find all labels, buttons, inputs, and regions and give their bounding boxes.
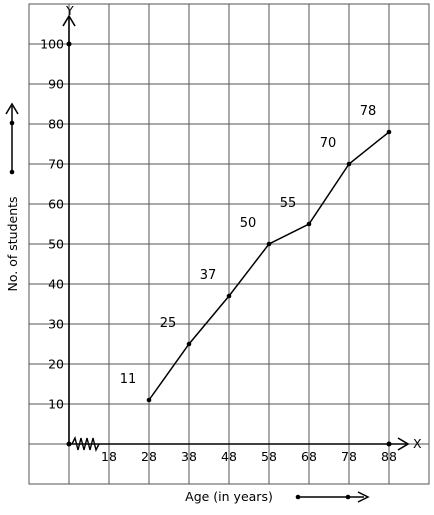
right-arrow-icon (357, 491, 370, 503)
vertical-arrow-end-dot (9, 169, 15, 175)
x-tick-label: 58 (261, 449, 277, 464)
vertical-arrow-dot (9, 120, 15, 126)
y-axis-arrowhead (62, 14, 76, 27)
y-axis-letter: Y (65, 3, 74, 18)
y-tick-label: 20 (48, 357, 64, 372)
y-tick-label: 30 (48, 317, 64, 332)
x-tick-label: 18 (101, 449, 117, 464)
y-tick-label: 100 (40, 37, 64, 52)
x-axis-end-dot (386, 441, 392, 447)
data-label: 11 (120, 372, 137, 387)
data-label: 50 (240, 216, 257, 231)
data-point (266, 241, 272, 247)
direction-arrows (5, 102, 370, 503)
y-axis-title: No. of students (5, 196, 20, 291)
x-tick-label: 88 (381, 449, 397, 464)
data-label: 25 (160, 316, 177, 331)
x-axis-title: Age (in years) (185, 489, 273, 504)
data-label: 78 (360, 104, 377, 119)
data-series (146, 129, 392, 447)
data-labels: 11 25 37 50 55 70 78 (120, 104, 377, 387)
y-tick-label: 90 (48, 77, 64, 92)
y-tick-label: 70 (48, 157, 64, 172)
data-point (146, 397, 152, 403)
x-axis-letter: X (413, 436, 422, 451)
grid-lines (28, 3, 430, 485)
x-tick-label: 78 (341, 449, 357, 464)
y-tick-label: 50 (48, 237, 64, 252)
axes (62, 14, 410, 453)
x-tick-label: 28 (141, 449, 157, 464)
y-tick-label: 80 (48, 117, 64, 132)
x-axis-arrowhead (397, 437, 410, 451)
data-label: 37 (200, 268, 217, 283)
horizontal-arrow-dot (345, 494, 351, 500)
y-tick-label: 40 (48, 277, 64, 292)
data-point (386, 129, 392, 135)
data-label: 55 (280, 196, 297, 211)
data-point (346, 161, 352, 167)
y-tick-label: 60 (48, 197, 64, 212)
y-tick-label: 10 (48, 397, 64, 412)
axis-break-zigzag (71, 435, 100, 453)
data-point (226, 293, 232, 299)
y-axis-top-dot (66, 41, 72, 47)
x-tick-label: 68 (301, 449, 317, 464)
data-label: 70 (320, 136, 337, 151)
origin-dot (66, 441, 72, 447)
up-arrow-icon (5, 102, 19, 115)
data-point (306, 221, 312, 227)
x-tick-label: 48 (221, 449, 237, 464)
x-tick-label: 38 (181, 449, 197, 464)
tick-labels: 18 28 38 48 58 68 78 88 10 20 30 40 50 60 70 80 90 100 (40, 37, 397, 465)
data-point (186, 341, 192, 347)
horizontal-arrow-start-dot (295, 494, 301, 500)
